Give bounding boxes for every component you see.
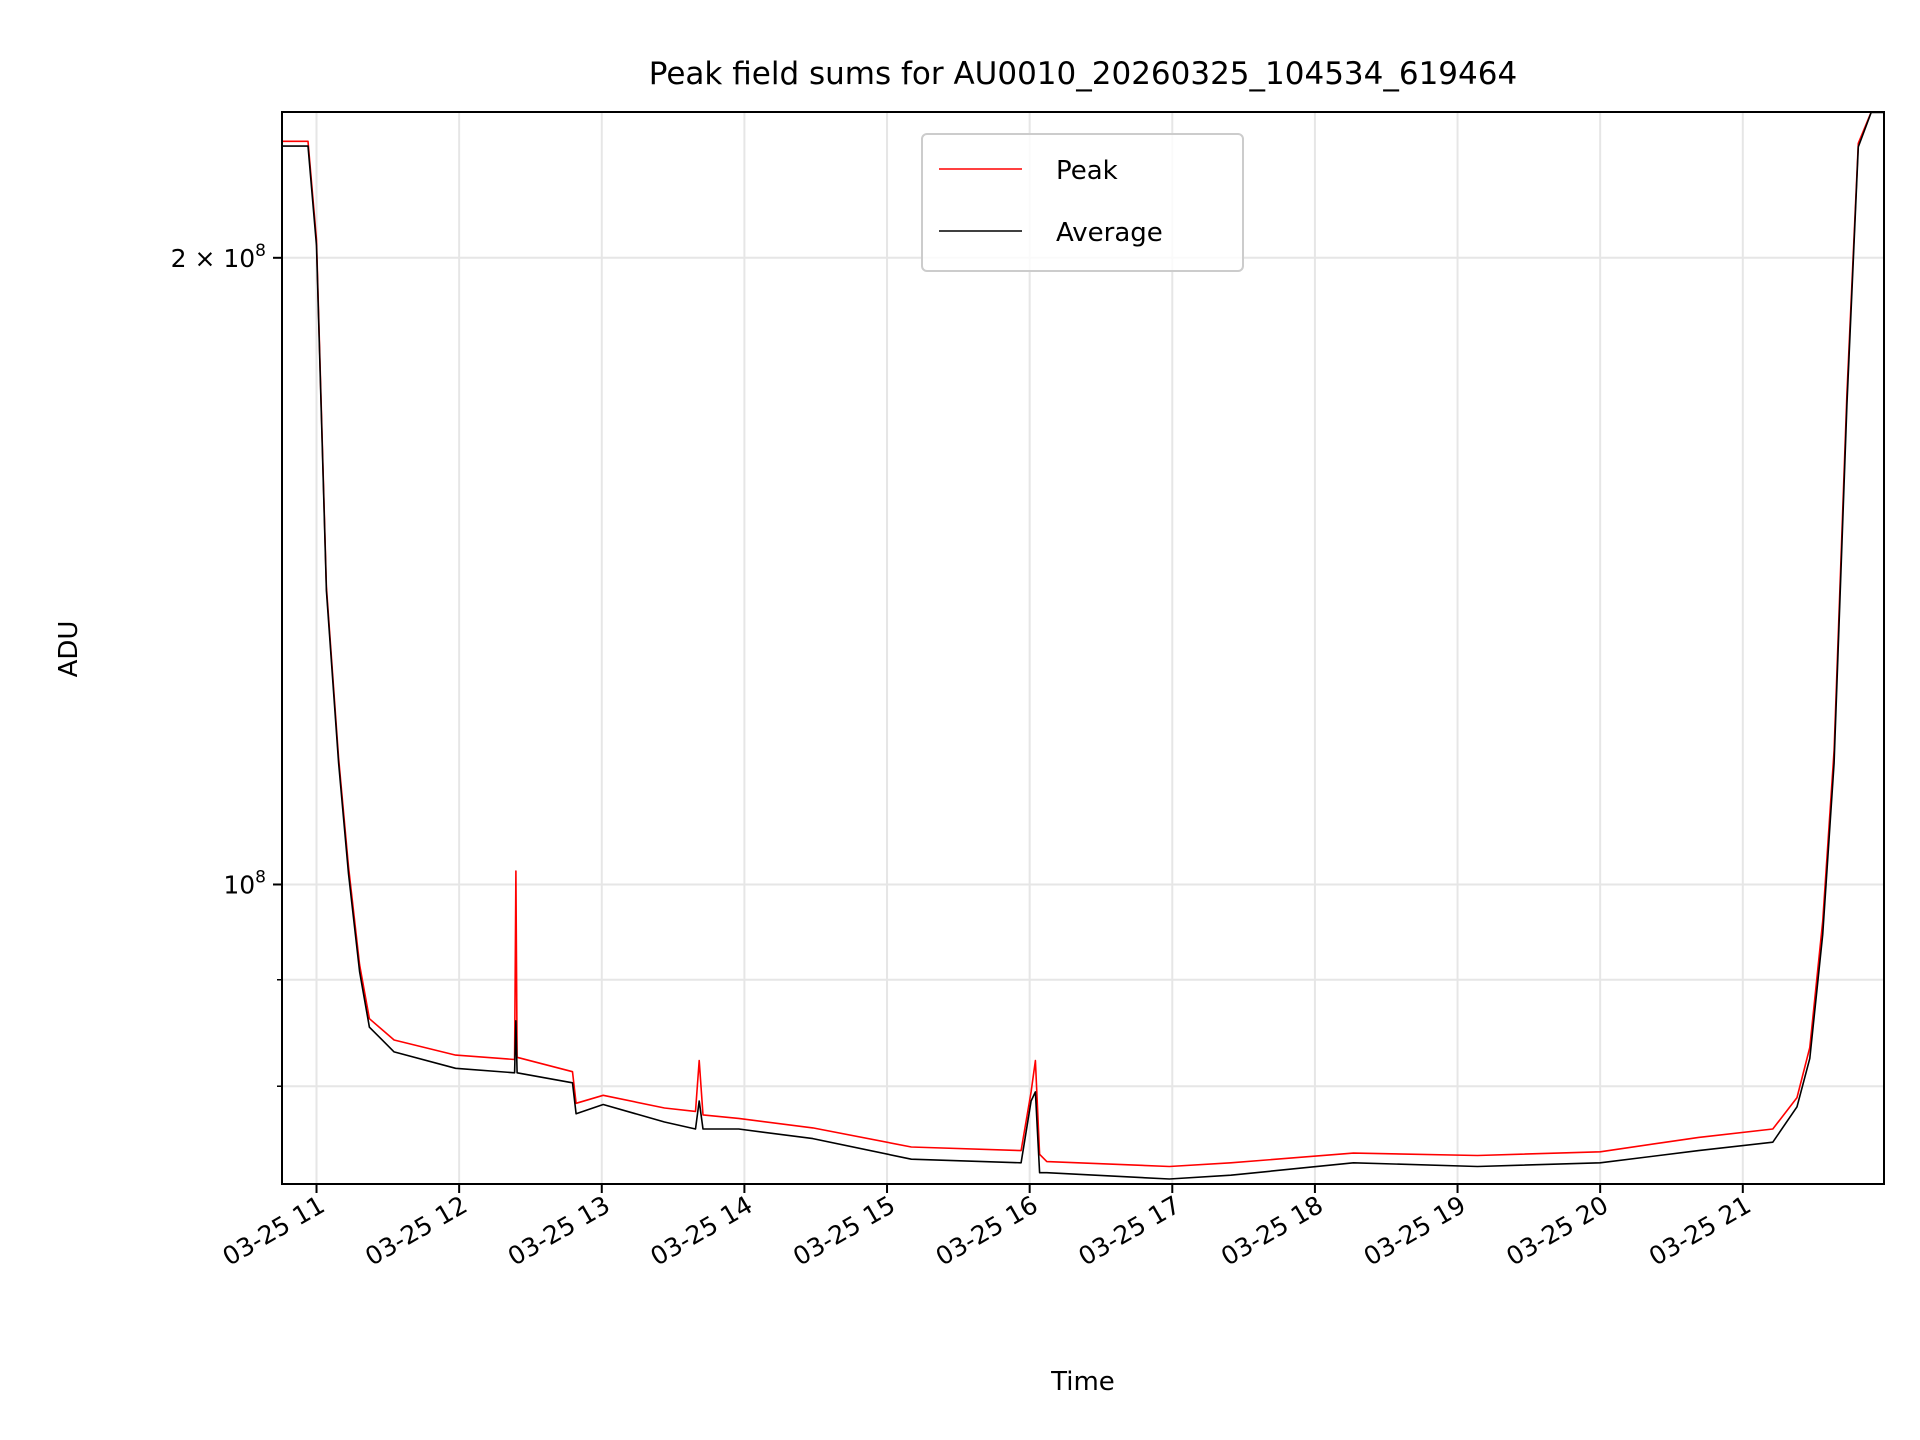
x-tick-label: 03-25 12 — [360, 1190, 472, 1271]
series-line-average — [282, 111, 1884, 1180]
x-axis-label: Time — [1050, 1367, 1115, 1397]
legend-box — [921, 133, 1244, 272]
x-tick-label: 03-25 21 — [1644, 1190, 1756, 1271]
axes-frame — [281, 111, 1885, 1185]
x-tick-label: 03-25 13 — [503, 1190, 615, 1271]
x-tick-label: 03-25 15 — [788, 1190, 900, 1271]
x-tick-label: 03-25 19 — [1359, 1190, 1471, 1271]
legend: Peak Average — [921, 133, 1244, 272]
grid — [282, 112, 1884, 1184]
chart-title: Peak field sums for AU0010_20260325_1045… — [649, 56, 1517, 92]
x-tick-label: 03-25 14 — [646, 1190, 758, 1271]
series-line-peak — [282, 111, 1884, 1168]
x-tick-label: 03-25 17 — [1073, 1190, 1185, 1271]
y-tick-label: 2 × 108 — [171, 241, 266, 273]
ticks: 03-25 11 03-25 12 03-25 13 03-25 14 03-25 15… — [171, 241, 1756, 1272]
legend-peak-label: Peak — [1056, 156, 1118, 186]
series-layer — [282, 111, 1884, 1180]
y-axis-label: ADU — [54, 621, 84, 678]
x-tick-label: 03-25 18 — [1216, 1190, 1328, 1271]
x-tick-label: 03-25 16 — [931, 1190, 1043, 1271]
x-tick-label: 03-25 20 — [1501, 1190, 1613, 1271]
legend-average-label: Average — [1056, 218, 1163, 248]
y-tick-label: 108 — [223, 867, 266, 899]
x-tick-label: 03-25 11 — [218, 1190, 330, 1271]
